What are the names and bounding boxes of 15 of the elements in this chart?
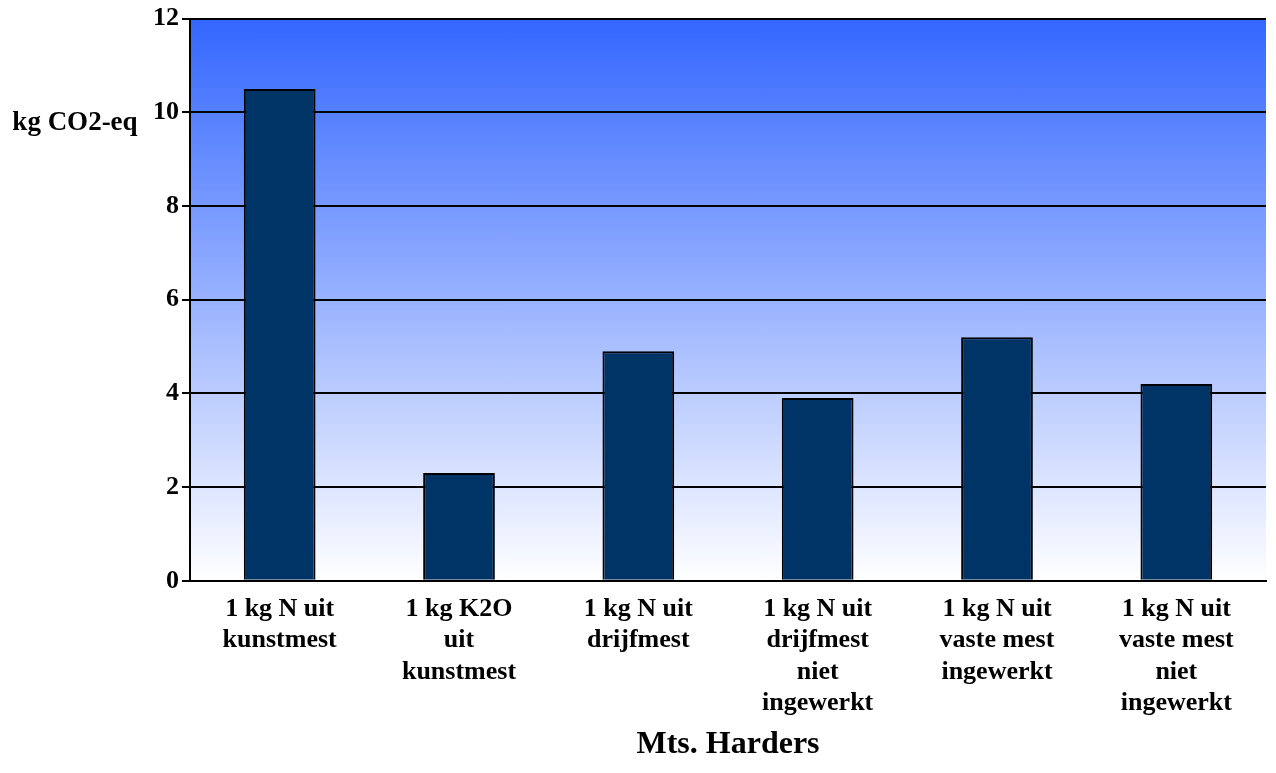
- y-tick-label: 6: [166, 283, 179, 313]
- x-tick-label: 1 kg N uit vaste mest ingewerkt: [939, 593, 1055, 685]
- y-tick-label: 8: [166, 189, 179, 219]
- x-tick-label: 1 kg K2O uit kunstmest: [401, 593, 517, 685]
- y-tick-label: 12: [153, 2, 179, 32]
- x-axis-title: Mts. Harders: [636, 724, 820, 761]
- y-axis-title: kg CO2-eq: [11, 105, 139, 137]
- y-tick-label: 0: [166, 564, 179, 594]
- y-tick-label: 2: [166, 470, 179, 500]
- x-tick-label: 1 kg N uit drijfmest: [583, 593, 694, 654]
- x-tick-label: 1 kg N uit kunstmest: [222, 593, 338, 654]
- x-tick-label: 1 kg N uit vaste mest niet ingewerkt: [1118, 593, 1235, 716]
- y-tick-label: 10: [153, 96, 179, 126]
- y-tick-label: 4: [166, 377, 179, 407]
- x-tick-label: 1 kg N uit drijfmest niet ingewerkt: [762, 593, 874, 716]
